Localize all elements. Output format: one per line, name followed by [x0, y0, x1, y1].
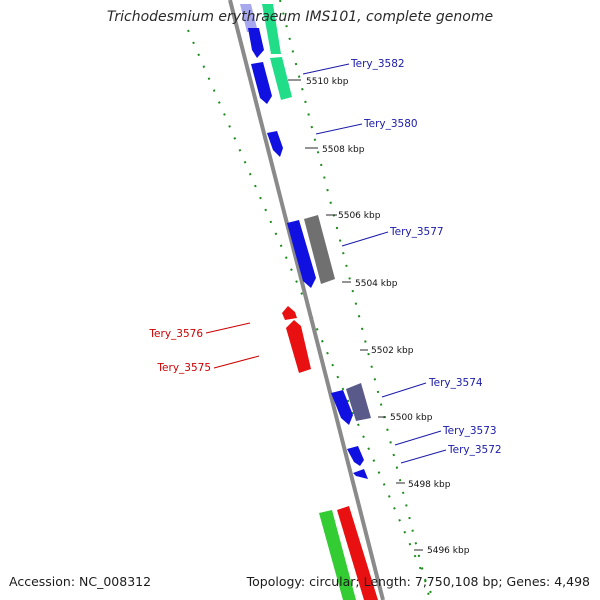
gene-label[interactable]: Tery_3574: [428, 377, 483, 389]
cds-feature-tery-3583: [248, 28, 264, 58]
cds-feature-tery-3576: [282, 306, 297, 320]
red-feature-bottom: [337, 506, 378, 600]
gene-label[interactable]: Tery_3575: [156, 362, 211, 374]
cds-feature-tery-3577: [287, 220, 316, 288]
gray-feature-tery-3574: [346, 383, 371, 421]
tick-label: 5510 kbp: [306, 77, 349, 87]
cds-feature-tery-3574: [331, 390, 353, 425]
cds-feature-tery-3580: [267, 131, 283, 157]
cds-light-feature: [240, 4, 258, 32]
teal-feature-lower: [270, 57, 292, 100]
tick-label: 5500 kbp: [390, 413, 433, 423]
tick-label: 5506 kbp: [338, 211, 381, 221]
map-title: Trichodesmium erythraeum IMS101, complet…: [106, 9, 494, 25]
tick-label: 5502 kbp: [371, 346, 414, 356]
gene-label[interactable]: Tery_3576: [148, 328, 203, 340]
tick-label: 5496 kbp: [427, 546, 470, 556]
tick-marks: [288, 79, 423, 551]
genome-backbone: [228, 0, 385, 600]
gene-label[interactable]: Tery_3582: [350, 58, 405, 70]
gene-label[interactable]: Tery_3573: [442, 425, 497, 437]
genome-summary: Topology: circular; Length: 7,750,108 bp…: [246, 574, 590, 589]
gray-feature-tery-3577: [304, 215, 335, 284]
teal-feature-upper: [262, 4, 281, 54]
tick-label: 5498 kbp: [408, 480, 451, 490]
accession-label: Accession: NC_008312: [9, 574, 152, 589]
cds-feature-tery-3575: [286, 320, 311, 373]
cds-feature-tery-3582: [251, 62, 272, 104]
gene-label[interactable]: Tery_3577: [389, 226, 444, 238]
green-feature-bottom: [319, 510, 356, 600]
tick-label: 5504 kbp: [355, 279, 398, 289]
label-leaders: [205, 63, 447, 464]
gene-label[interactable]: Tery_3572: [447, 444, 502, 456]
cds-feature-tery-3573: [347, 446, 364, 466]
gene-label[interactable]: Tery_3580: [363, 118, 418, 130]
inner-dotted-track: [279, 0, 431, 600]
tick-label: 5508 kbp: [322, 145, 365, 155]
cds-feature-tery-3572: [353, 469, 368, 479]
